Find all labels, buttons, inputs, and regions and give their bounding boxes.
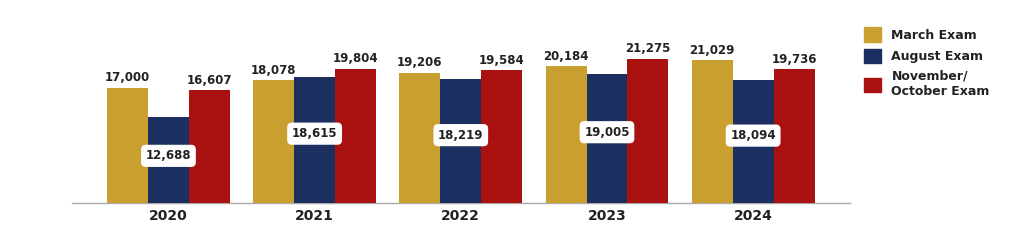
Bar (108, 88, 148, 203)
Bar (148, 117, 188, 203)
Text: 19,206: 19,206 (397, 56, 442, 69)
Bar (335, 68, 376, 203)
Bar (773, 69, 814, 203)
Text: 18,078: 18,078 (251, 64, 296, 77)
Bar (692, 60, 733, 203)
Text: 16,607: 16,607 (186, 74, 232, 87)
Bar (440, 79, 481, 203)
Text: 19,736: 19,736 (771, 53, 817, 66)
Bar (628, 59, 669, 203)
Bar (399, 73, 440, 203)
Text: 19,804: 19,804 (333, 52, 378, 65)
Text: 21,275: 21,275 (626, 42, 671, 55)
Bar (253, 80, 294, 203)
Legend: March Exam, August Exam, November/
October Exam: March Exam, August Exam, November/ Octob… (864, 27, 990, 98)
Text: 18,219: 18,219 (438, 129, 483, 142)
Bar (188, 90, 229, 203)
Text: 18,094: 18,094 (730, 129, 776, 142)
Bar (294, 77, 335, 203)
Text: 19,005: 19,005 (585, 126, 630, 139)
Bar (733, 80, 773, 203)
Bar (546, 66, 587, 203)
Text: 20,184: 20,184 (544, 50, 589, 62)
Bar (587, 74, 628, 203)
Text: 21,029: 21,029 (689, 44, 735, 57)
Bar (481, 70, 522, 203)
Text: 18,615: 18,615 (292, 127, 338, 140)
Text: 12,688: 12,688 (145, 149, 191, 162)
Text: 19,584: 19,584 (479, 54, 524, 67)
Text: 17,000: 17,000 (104, 71, 151, 84)
